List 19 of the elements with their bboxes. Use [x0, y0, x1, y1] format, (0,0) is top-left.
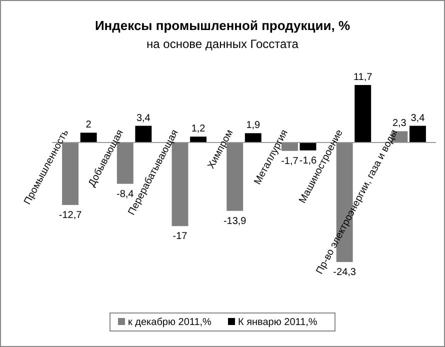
data-label: -12,7 [58, 210, 82, 221]
bar [409, 126, 426, 143]
data-label: 11,7 [353, 72, 373, 83]
chart-subtitle: на основе данных Госстата [146, 37, 299, 51]
legend-label: к декабрю 2011,% [128, 317, 212, 328]
data-label: -24,3 [333, 267, 356, 278]
bar [300, 142, 316, 150]
data-label: 3,4 [410, 112, 426, 124]
data-label: 3,4 [136, 112, 151, 124]
legend-label: К январю 2011,% [238, 317, 318, 328]
data-label: 2 [86, 120, 92, 131]
data-label: 1,2 [191, 124, 206, 135]
chart-title: Индексы промышленной продукции, % [94, 18, 350, 33]
data-label: 2,3 [392, 118, 407, 130]
data-label: -17 [172, 231, 188, 242]
bar [190, 136, 207, 143]
data-label: 1,9 [246, 120, 261, 132]
data-label: -13,9 [223, 216, 247, 227]
bar [354, 85, 372, 143]
